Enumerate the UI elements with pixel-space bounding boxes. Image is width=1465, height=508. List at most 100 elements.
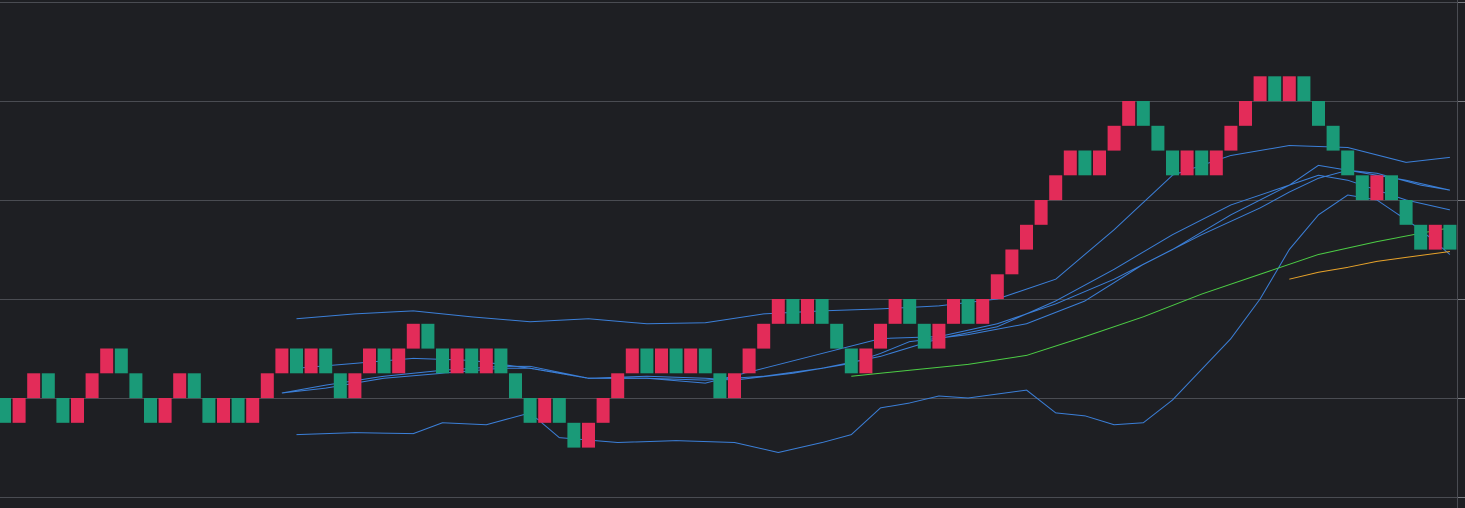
renko-brick <box>1063 150 1077 176</box>
renko-brick <box>1385 175 1398 201</box>
renko-brick <box>333 373 347 399</box>
renko-brick <box>392 348 406 374</box>
renko-brick <box>479 348 493 374</box>
renko-brick <box>1355 175 1369 201</box>
renko-brick <box>1414 224 1428 250</box>
renko-brick <box>538 398 552 423</box>
renko-brick <box>129 373 143 399</box>
renko-brick <box>1239 101 1252 126</box>
renko-brick <box>421 323 435 349</box>
renko-brick <box>567 422 581 448</box>
renko-brick <box>1399 200 1413 225</box>
renko-brick <box>596 398 610 423</box>
renko-brick <box>640 348 654 374</box>
renko-brick <box>348 373 362 399</box>
renko-brick <box>71 398 84 423</box>
renko-brick <box>231 398 245 423</box>
renko-brick <box>465 348 479 374</box>
renko-brick <box>1326 125 1340 151</box>
renko-brick <box>1049 175 1063 201</box>
renko-brick <box>1224 125 1238 151</box>
renko-brick <box>669 348 683 374</box>
renko-brick <box>1297 76 1311 102</box>
renko-brick <box>684 348 698 374</box>
renko-brick <box>246 398 260 423</box>
renko-brick <box>976 299 990 324</box>
renko-brick <box>1034 200 1048 225</box>
renko-brick <box>625 348 639 374</box>
renko-brick <box>509 373 522 399</box>
renko-brick <box>0 398 11 423</box>
renko-brick <box>275 348 289 374</box>
renko-brick <box>903 299 917 324</box>
renko-brick <box>1268 76 1282 102</box>
renko-brick <box>1253 76 1267 102</box>
renko-brick <box>917 323 931 349</box>
renko-brick <box>655 348 668 374</box>
renko-brick <box>319 348 333 374</box>
renko-brick <box>1428 224 1442 250</box>
renko-brick <box>260 373 274 399</box>
renko-brick <box>494 348 508 374</box>
renko-brick <box>1005 249 1019 275</box>
renko-brick <box>173 373 187 399</box>
renko-brick <box>377 348 391 374</box>
indicator-line <box>851 227 1450 377</box>
renko-brick <box>888 299 902 324</box>
renko-brick <box>728 373 741 399</box>
renko-brick <box>947 299 960 324</box>
renko-brick <box>1093 150 1106 176</box>
renko-brick <box>363 348 376 374</box>
renko-brick <box>611 373 625 399</box>
renko-brick <box>1020 224 1033 250</box>
renko-brick <box>1282 76 1296 102</box>
renko-brick <box>1341 150 1355 176</box>
renko-brick <box>801 299 814 324</box>
renko-brick <box>1136 101 1150 126</box>
renko-brick <box>698 348 712 374</box>
renko-brick <box>114 348 128 374</box>
renko-brick <box>27 373 41 399</box>
renko-brick <box>1107 125 1121 151</box>
renko-bricks <box>0 76 1457 448</box>
renko-brick <box>202 398 216 423</box>
renko-brick <box>771 299 785 324</box>
indicator-line <box>296 145 1450 325</box>
renko-brick <box>1166 150 1179 176</box>
renko-brick <box>217 398 230 423</box>
renko-brick <box>523 398 537 423</box>
renko-brick <box>304 348 318 374</box>
renko-brick <box>757 323 771 349</box>
renko-brick <box>830 323 844 349</box>
renko-brick <box>290 348 303 374</box>
renko-brick <box>859 348 873 374</box>
renko-brick <box>1370 175 1384 201</box>
renko-brick <box>786 299 800 324</box>
renko-brick <box>742 348 756 374</box>
renko-brick <box>187 373 201 399</box>
renko-brick <box>1151 125 1165 151</box>
renko-brick <box>100 348 114 374</box>
renko-brick <box>41 373 55 399</box>
renko-brick <box>844 348 858 374</box>
renko-brick <box>85 373 99 399</box>
renko-brick <box>932 323 946 349</box>
renko-brick <box>713 373 727 399</box>
renko-brick <box>1078 150 1092 176</box>
renko-brick <box>450 348 464 374</box>
renko-brick <box>1122 101 1136 126</box>
renko-brick <box>436 348 449 374</box>
renko-brick <box>1209 150 1223 176</box>
renko-brick <box>990 274 1004 300</box>
renko-brick <box>582 422 595 448</box>
renko-brick <box>1443 224 1457 250</box>
renko-brick <box>1312 101 1325 126</box>
renko-brick <box>144 398 157 423</box>
renko-brick <box>56 398 70 423</box>
renko-brick <box>815 299 829 324</box>
indicator-line <box>1289 250 1450 280</box>
renko-brick <box>406 323 420 349</box>
renko-brick <box>1195 150 1209 176</box>
